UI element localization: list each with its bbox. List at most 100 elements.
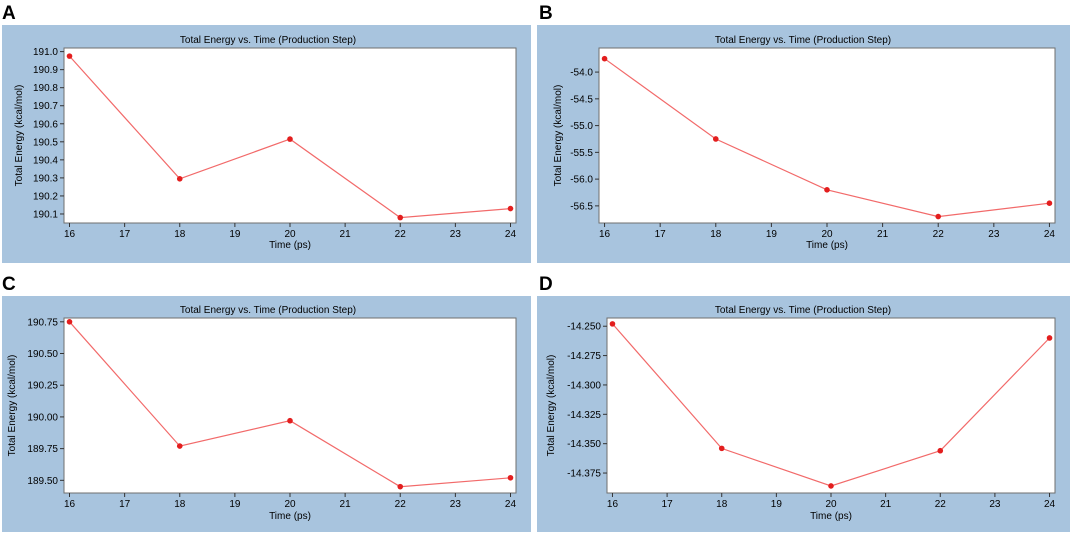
x-tick-label: 16 bbox=[64, 229, 76, 240]
x-tick-label: 20 bbox=[284, 229, 296, 240]
x-tick-label: 19 bbox=[771, 499, 783, 510]
x-ticks-b: 16 17 18 19 20 21 22 23 24 bbox=[599, 223, 1055, 240]
x-ticks-d: 16 17 18 19 20 21 22 23 24 bbox=[607, 493, 1056, 510]
x-tick-label: 17 bbox=[119, 499, 131, 510]
x-ticks-c: 16 17 18 19 20 21 22 23 24 bbox=[64, 493, 517, 510]
y-tick-label: -14.250 bbox=[567, 322, 601, 333]
y-axis-label-a: Total Energy (kcal/mol) bbox=[14, 85, 25, 187]
x-tick-label: 18 bbox=[174, 229, 186, 240]
x-tick-label: 21 bbox=[877, 229, 889, 240]
x-tick-label: 24 bbox=[505, 229, 517, 240]
x-tick-label: 16 bbox=[607, 499, 619, 510]
y-tick-label: 190.6 bbox=[33, 119, 58, 130]
panel-letter-d: D bbox=[539, 274, 553, 295]
y-tick-label: 190.75 bbox=[27, 317, 58, 328]
plot-area-a bbox=[63, 47, 517, 224]
y-tick-label: -56.0 bbox=[570, 175, 593, 186]
x-tick-label: 21 bbox=[340, 499, 352, 510]
y-tick-label: 190.5 bbox=[33, 137, 58, 148]
data-point bbox=[712, 136, 719, 142]
data-point bbox=[397, 483, 404, 490]
y-tick-label: 189.50 bbox=[27, 476, 58, 487]
x-tick-label: 19 bbox=[766, 229, 778, 240]
x-tick-label: 18 bbox=[174, 499, 186, 510]
x-axis-label-c: Time (ps) bbox=[269, 511, 311, 522]
x-tick-label: 22 bbox=[395, 499, 407, 510]
data-point bbox=[828, 483, 834, 489]
x-tick-label: 24 bbox=[1044, 229, 1056, 240]
markers-c bbox=[66, 319, 514, 490]
panel-letter-a: A bbox=[2, 3, 16, 24]
data-point bbox=[66, 319, 73, 325]
x-tick-label: 19 bbox=[229, 499, 241, 510]
y-tick-label: 190.50 bbox=[27, 349, 58, 360]
plot-area-b bbox=[598, 47, 1056, 224]
data-point bbox=[176, 175, 183, 182]
panel-letter-b: B bbox=[539, 3, 553, 24]
y-ticks-d: -14.250 -14.275 -14.300 -14.325 -14.350 -14.3… bbox=[567, 322, 607, 480]
x-tick-label: 16 bbox=[64, 499, 76, 510]
x-axis-label-d: Time (ps) bbox=[810, 511, 852, 522]
x-tick-label: 17 bbox=[662, 499, 674, 510]
y-tick-label: -14.325 bbox=[567, 410, 601, 421]
data-point bbox=[507, 474, 514, 481]
data-point bbox=[1046, 200, 1053, 206]
data-point bbox=[935, 213, 942, 220]
data-point bbox=[507, 205, 514, 212]
y-axis-label-b: Total Energy (kcal/mol) bbox=[553, 85, 564, 187]
data-point bbox=[601, 55, 608, 62]
x-ticks-a: 16 17 18 19 20 21 22 23 24 bbox=[64, 223, 517, 240]
panel-b: B Total Energy vs. Time (Production Step… bbox=[537, 3, 1070, 263]
data-point bbox=[397, 214, 404, 221]
data-point bbox=[176, 443, 183, 449]
x-tick-label: 17 bbox=[119, 229, 131, 240]
panel-letter-c: C bbox=[2, 274, 16, 295]
data-point bbox=[66, 53, 73, 59]
y-ticks-c: 189.50 189.75 190.00 190.25 190.50 190.75 bbox=[27, 317, 64, 487]
plot-area-c bbox=[63, 317, 517, 494]
y-ticks-b: -54.0 -54.5 -55.0 -55.5 -56.0 -56.5 bbox=[570, 68, 599, 212]
data-point bbox=[287, 136, 293, 142]
x-tick-label: 22 bbox=[933, 229, 945, 240]
x-tick-label: 17 bbox=[655, 229, 667, 240]
y-tick-label: -14.275 bbox=[567, 351, 601, 362]
x-tick-label: 20 bbox=[821, 229, 833, 240]
x-tick-label: 24 bbox=[505, 499, 517, 510]
x-tick-label: 22 bbox=[935, 499, 947, 510]
y-tick-label: 190.3 bbox=[33, 173, 58, 184]
y-tick-label: 190.1 bbox=[33, 209, 58, 220]
y-tick-label: -14.375 bbox=[567, 469, 601, 480]
y-tick-label: 189.75 bbox=[27, 444, 58, 455]
x-axis-label-a: Time (ps) bbox=[269, 240, 311, 251]
data-point bbox=[937, 447, 944, 454]
y-tick-label: -55.5 bbox=[570, 148, 593, 159]
y-tick-label: 190.9 bbox=[33, 65, 58, 76]
y-axis-label-d: Total Energy (kcal/mol) bbox=[546, 355, 557, 457]
data-point bbox=[718, 445, 725, 452]
x-axis-label-b: Time (ps) bbox=[806, 240, 848, 251]
x-tick-label: 22 bbox=[395, 229, 407, 240]
x-tick-label: 20 bbox=[284, 499, 296, 510]
x-tick-label: 23 bbox=[450, 499, 462, 510]
x-tick-label: 23 bbox=[450, 229, 462, 240]
panel-d: D Total Energy vs. Time (Production Step… bbox=[537, 274, 1070, 532]
y-tick-label: -14.300 bbox=[567, 380, 601, 391]
y-tick-label: 190.25 bbox=[27, 381, 58, 392]
chart-title-a: Total Energy vs. Time (Production Step) bbox=[180, 35, 356, 46]
y-tick-label: -55.0 bbox=[570, 121, 593, 132]
y-tick-label: -54.0 bbox=[570, 68, 593, 79]
x-tick-label: 21 bbox=[880, 499, 892, 510]
y-tick-label: -54.5 bbox=[570, 94, 593, 105]
x-tick-label: 20 bbox=[825, 499, 837, 510]
data-point bbox=[609, 321, 616, 327]
markers-d bbox=[609, 321, 1053, 489]
data-point bbox=[287, 417, 293, 424]
x-tick-label: 21 bbox=[340, 229, 352, 240]
y-tick-label: 190.00 bbox=[27, 412, 58, 423]
data-point bbox=[824, 187, 830, 193]
chart-title-d: Total Energy vs. Time (Production Step) bbox=[715, 305, 891, 316]
y-axis-label-c: Total Energy (kcal/mol) bbox=[7, 355, 18, 457]
y-tick-label: 191.0 bbox=[33, 47, 58, 58]
chart-title-c: Total Energy vs. Time (Production Step) bbox=[180, 305, 356, 316]
